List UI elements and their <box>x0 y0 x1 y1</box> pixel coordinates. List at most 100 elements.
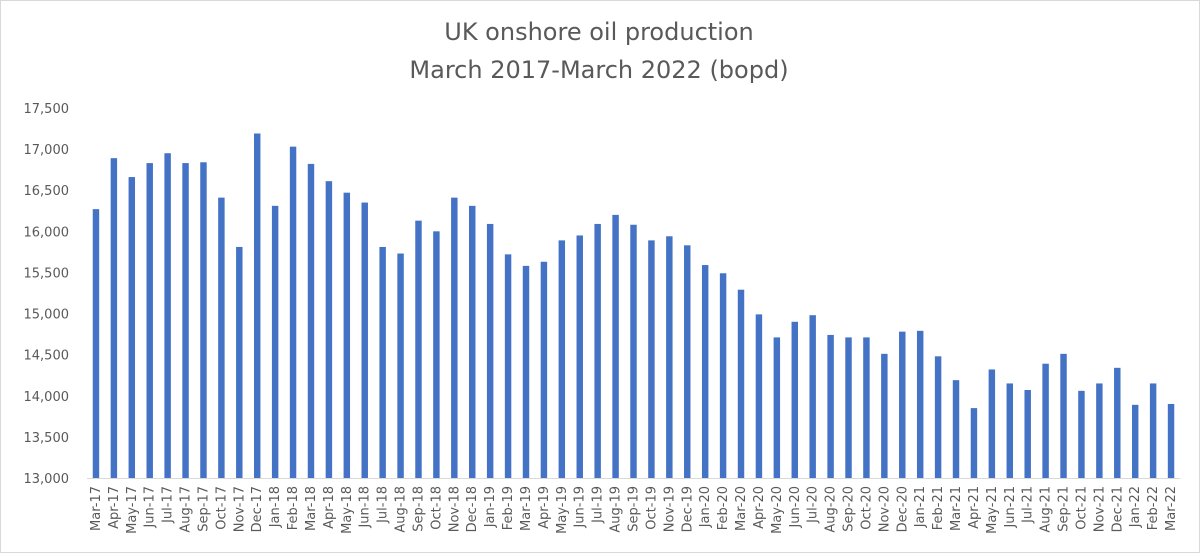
bar <box>469 205 476 478</box>
bar <box>1131 404 1139 478</box>
bar <box>253 133 261 478</box>
bar <box>182 163 189 479</box>
x-tick-label: Jun-21 <box>1003 486 1018 529</box>
x-tick-label: Nov-17 <box>232 486 247 532</box>
x-tick-label: Dec-17 <box>250 486 265 532</box>
x-tick-label: Jun-20 <box>788 486 803 529</box>
x-axis-labels: Mar-17 Apr-17 May-17 Jun-17 Jul-17 Aug-17 Sep-… <box>89 486 1179 534</box>
bar <box>863 337 870 478</box>
bar <box>1060 353 1067 478</box>
x-tick-label: Dec-20 <box>895 486 910 532</box>
bar <box>845 337 852 478</box>
bar <box>451 197 458 478</box>
x-tick-label: Jan-18 <box>268 486 283 528</box>
x-tick-label: Oct-18 <box>429 486 444 530</box>
bar <box>1024 390 1031 478</box>
x-tick-label: Nov-21 <box>1092 486 1107 532</box>
bar <box>379 246 386 478</box>
x-tick-label: Mar-17 <box>89 486 104 531</box>
x-tick-label: Jul-19 <box>591 486 606 524</box>
x-tick-label: Jul-18 <box>376 486 391 524</box>
bar <box>415 220 422 478</box>
x-tick-label: Oct-20 <box>859 486 874 530</box>
bar <box>128 177 136 479</box>
x-tick-label: Mar-22 <box>1164 486 1179 531</box>
bar <box>1042 363 1049 478</box>
bar <box>916 330 924 478</box>
x-tick-label: Sep-19 <box>627 486 642 532</box>
x-tick-label: Aug-18 <box>394 486 409 533</box>
bar <box>289 146 297 478</box>
x-tick-label: Sep-17 <box>196 486 211 532</box>
y-tick-label: 17,000 <box>24 143 70 158</box>
bar <box>952 380 960 478</box>
bar <box>612 214 619 478</box>
y-tick-label: 15,500 <box>24 266 70 281</box>
x-tick-label: Nov-20 <box>877 486 892 532</box>
x-tick-label: Jul-20 <box>806 486 821 524</box>
y-tick-label: 14,000 <box>24 390 70 405</box>
x-tick-label: Sep-18 <box>411 486 426 532</box>
x-tick-label: Dec-21 <box>1110 486 1125 532</box>
x-tick-label: Jan-21 <box>913 486 928 528</box>
bar <box>970 408 978 478</box>
bar <box>558 240 566 478</box>
x-tick-label: Aug-20 <box>824 486 839 533</box>
x-tick-label: Dec-19 <box>680 486 695 532</box>
bar <box>218 197 225 478</box>
bar <box>881 353 888 478</box>
bar <box>773 337 781 478</box>
bar <box>307 163 315 478</box>
y-tick-label: 16,000 <box>24 225 70 240</box>
x-tick-label: Dec-18 <box>465 486 480 532</box>
x-tick-label: May-18 <box>340 486 355 534</box>
y-axis-labels: 13,000 13,500 14,000 14,500 15,000 15,500 16,0… <box>24 102 70 487</box>
x-tick-label: Oct-19 <box>644 486 659 530</box>
x-tick-label: Jun-17 <box>143 486 158 529</box>
x-tick-label: Sep-20 <box>842 486 857 532</box>
bar <box>397 253 404 478</box>
bar <box>361 202 368 479</box>
bar <box>325 181 333 478</box>
bar <box>271 205 279 478</box>
bar <box>343 192 351 478</box>
x-tick-label: May-21 <box>985 486 1000 534</box>
bar <box>666 236 673 478</box>
x-tick-label: Apr-20 <box>752 486 767 529</box>
x-tick-label: Jun-18 <box>358 486 373 529</box>
bar <box>576 235 583 478</box>
y-tick-label: 16,500 <box>24 184 70 199</box>
x-tick-label: Mar-21 <box>949 486 964 531</box>
bar <box>988 369 996 478</box>
x-tick-label: Feb-22 <box>1146 486 1161 530</box>
bar <box>1149 383 1157 478</box>
x-tick-label: Aug-19 <box>609 486 624 533</box>
x-tick-label: Jul-17 <box>161 486 176 524</box>
chart-title: UK onshore oil production <box>444 18 754 46</box>
x-tick-label: Jan-22 <box>1128 486 1143 528</box>
bar <box>934 356 942 478</box>
x-tick-label: May-17 <box>125 486 140 534</box>
x-tick-label: Apr-18 <box>322 486 337 529</box>
bar <box>1096 383 1103 478</box>
bar <box>648 240 655 478</box>
bar <box>1078 390 1085 478</box>
x-tick-label: Jan-20 <box>698 486 713 528</box>
bar <box>540 261 548 478</box>
x-tick-label: Oct-17 <box>214 486 229 530</box>
x-tick-label: Feb-20 <box>716 486 731 530</box>
bar <box>110 158 118 478</box>
x-tick-label: Mar-19 <box>519 486 534 531</box>
x-tick-label: Mar-18 <box>304 486 319 531</box>
bars <box>92 133 1175 479</box>
chart-subtitle: March 2017-March 2022 (bopd) <box>409 56 789 84</box>
x-tick-label: Nov-19 <box>662 486 677 532</box>
x-tick-label: Apr-21 <box>967 486 982 529</box>
bar <box>755 314 763 478</box>
x-tick-label: Apr-19 <box>537 486 552 529</box>
y-tick-label: 15,000 <box>24 308 70 323</box>
bar <box>701 265 709 478</box>
bar <box>1006 383 1014 478</box>
x-tick-label: Feb-18 <box>286 486 301 530</box>
